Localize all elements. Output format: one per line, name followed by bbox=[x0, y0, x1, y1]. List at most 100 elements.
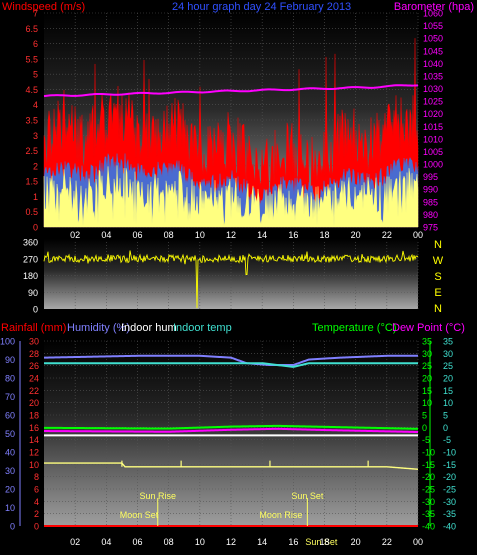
x-tick-label: 04 bbox=[101, 230, 111, 240]
temperature-tick-label: -40 bbox=[422, 522, 435, 532]
astro-label: Moon Set bbox=[120, 510, 159, 520]
rain-tick-label: 0 bbox=[34, 522, 39, 532]
x-tick-label: 06 bbox=[132, 230, 142, 240]
temp-humidity-lines bbox=[43, 354, 419, 527]
rain-tick-label: 18 bbox=[29, 411, 39, 421]
direction-tick-label: 270 bbox=[23, 254, 38, 264]
x-tick-label: 02 bbox=[70, 230, 80, 240]
dewpoint-tick-label: -20 bbox=[443, 472, 456, 482]
x-tick-label: 16 bbox=[288, 537, 298, 547]
rain-tick-label: 16 bbox=[29, 423, 39, 433]
barometer-tick-label: 985 bbox=[423, 197, 438, 207]
x-tick-label: 08 bbox=[164, 537, 174, 547]
rain-tick-label: 26 bbox=[29, 361, 39, 371]
dewpoint-tick-label: -10 bbox=[443, 448, 456, 458]
barometer-tick-label: 975 bbox=[423, 223, 438, 233]
compass-letter: E bbox=[434, 287, 441, 299]
windspeed-tick-label: 2.5 bbox=[25, 146, 38, 156]
x-tick-label: 12 bbox=[226, 230, 236, 240]
barometer-axis-label: Barometer (hpa) bbox=[394, 1, 474, 13]
barometer-tick-label: 1060 bbox=[423, 9, 443, 19]
series-line bbox=[43, 354, 418, 367]
humidity-label: Humidity (%) bbox=[67, 322, 130, 334]
x-tick-label: 22 bbox=[382, 537, 392, 547]
windspeed-tick-label: 4 bbox=[33, 100, 38, 110]
x-tick-label: 14 bbox=[257, 537, 267, 547]
x-tick-label: 12 bbox=[226, 537, 236, 547]
windspeed-axis-label: Windspeed (m/s) bbox=[2, 1, 85, 13]
rain-tick-label: 20 bbox=[29, 398, 39, 408]
rain-tick-label: 22 bbox=[29, 386, 39, 396]
temperature-tick-label: 35 bbox=[422, 337, 432, 347]
direction-tick-label: 0 bbox=[33, 305, 38, 315]
humidity-tick-label: 0 bbox=[10, 522, 15, 532]
rain-tick-label: 12 bbox=[29, 448, 39, 458]
rain-tick-label: 10 bbox=[29, 460, 39, 470]
x-tick-label: 00 bbox=[413, 230, 423, 240]
dewpoint-tick-label: 35 bbox=[443, 337, 453, 347]
x-tick-label: 18 bbox=[319, 537, 329, 547]
barometer-tick-label: 1000 bbox=[423, 160, 443, 170]
temperature-label: Temperature (°C) bbox=[312, 322, 396, 334]
direction-tick-label: 360 bbox=[23, 238, 38, 248]
dewpoint-tick-label: -30 bbox=[443, 497, 456, 507]
temperature-tick-label: -20 bbox=[422, 472, 435, 482]
humidity-tick-label: 10 bbox=[5, 503, 15, 513]
barometer-tick-label: 1040 bbox=[423, 59, 443, 69]
dewpoint-tick-label: -5 bbox=[443, 435, 451, 445]
rain-tick-label: 24 bbox=[29, 374, 39, 384]
temperature-tick-label: 10 bbox=[422, 398, 432, 408]
barometer-tick-label: 1050 bbox=[423, 34, 443, 44]
windspeed-tick-label: 4.5 bbox=[25, 85, 38, 95]
rain-tick-label: 4 bbox=[34, 497, 39, 507]
rain-tick-label: 30 bbox=[29, 337, 39, 347]
x-tick-label: 00 bbox=[413, 537, 423, 547]
humidity-tick-label: 90 bbox=[5, 355, 15, 365]
direction-axis-ticks: 0 90 180 270 360 bbox=[23, 238, 38, 315]
barometer-series bbox=[43, 84, 419, 98]
temperature-tick-label: 0 bbox=[422, 423, 427, 433]
x-tick-label: 18 bbox=[319, 230, 329, 240]
dewpoint-tick-label: -40 bbox=[443, 522, 456, 532]
barometer-tick-label: 1025 bbox=[423, 97, 443, 107]
astro-label: Moon Rise bbox=[259, 510, 302, 520]
temperature-tick-label: 15 bbox=[422, 386, 432, 396]
x-tick-label: 20 bbox=[351, 537, 361, 547]
rainfall-label: Rainfall (mm) bbox=[1, 322, 66, 334]
windspeed-tick-label: 7 bbox=[33, 9, 38, 19]
humidity-tick-label: 70 bbox=[5, 392, 15, 402]
dewpoint-tick-label: -35 bbox=[443, 509, 456, 519]
windspeed-tick-label: 6 bbox=[33, 39, 38, 49]
dewpoint-tick-label: 10 bbox=[443, 398, 453, 408]
x-axis-ticks-3: 02 04 06 08 10 12 14 16 18 20 22 00 bbox=[70, 537, 423, 547]
indoor-temp-label: Indoor temp bbox=[173, 322, 232, 334]
humidity-tick-label: 80 bbox=[5, 374, 15, 384]
windspeed-axis-ticks: 0 0.5 1 1.5 2 2.5 3 3.5 4 4.5 5 5.5 6 6.5 7 bbox=[25, 9, 38, 233]
humidity-tick-label: 50 bbox=[5, 429, 15, 439]
barometer-tick-label: 1015 bbox=[423, 122, 443, 132]
dewpoint-tick-label: 5 bbox=[443, 411, 448, 421]
humidity-tick-label: 60 bbox=[5, 411, 15, 421]
barometer-tick-label: 995 bbox=[423, 172, 438, 182]
wind-direction-series bbox=[43, 250, 419, 309]
dewpoint-tick-label: 30 bbox=[443, 349, 453, 359]
x-tick-label: 06 bbox=[132, 537, 142, 547]
x-tick-label: 20 bbox=[351, 230, 361, 240]
series-line bbox=[44, 462, 419, 470]
barometer-tick-label: 980 bbox=[423, 210, 438, 220]
astro-label: Sun Rise bbox=[139, 491, 176, 501]
temperature-tick-label: -35 bbox=[422, 509, 435, 519]
rain-tick-label: 8 bbox=[34, 472, 39, 482]
barometer-tick-label: 990 bbox=[423, 185, 438, 195]
temperature-tick-label: 30 bbox=[422, 349, 432, 359]
humidity-tick-label: 40 bbox=[5, 448, 15, 458]
temperature-tick-label: 5 bbox=[422, 411, 427, 421]
wind-low-series bbox=[43, 165, 419, 228]
direction-tick-label: 180 bbox=[23, 271, 38, 281]
barometer-tick-label: 1020 bbox=[423, 109, 443, 119]
dewpoint-tick-label: 20 bbox=[443, 374, 453, 384]
wind-pressure-panel: 00.511.522.533.544.555.566.57 9759809859… bbox=[2, 1, 474, 240]
